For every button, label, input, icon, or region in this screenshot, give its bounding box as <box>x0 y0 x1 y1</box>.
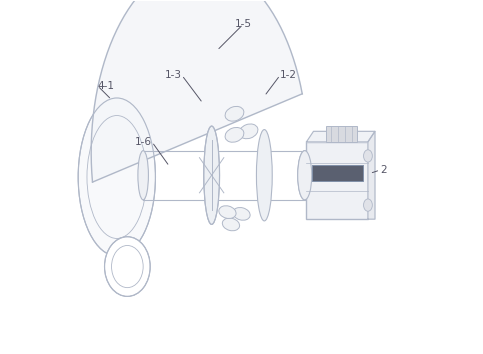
Ellipse shape <box>225 107 244 121</box>
Ellipse shape <box>225 127 244 142</box>
Bar <box>326 126 357 142</box>
Ellipse shape <box>298 151 312 200</box>
Text: 1-5: 1-5 <box>235 19 252 29</box>
Ellipse shape <box>298 151 312 200</box>
Ellipse shape <box>364 150 372 162</box>
Ellipse shape <box>233 207 250 220</box>
Ellipse shape <box>138 151 148 200</box>
Text: 1-6: 1-6 <box>135 137 152 147</box>
Ellipse shape <box>78 98 156 256</box>
Ellipse shape <box>256 130 272 221</box>
Text: 4-1: 4-1 <box>98 81 114 91</box>
Ellipse shape <box>364 199 372 211</box>
Text: 2: 2 <box>380 165 387 175</box>
Ellipse shape <box>222 218 240 231</box>
Polygon shape <box>368 131 375 219</box>
Ellipse shape <box>219 206 236 218</box>
Ellipse shape <box>204 126 220 224</box>
Bar <box>312 165 363 181</box>
Text: 1-3: 1-3 <box>165 70 182 80</box>
Polygon shape <box>91 0 302 182</box>
Text: 1-2: 1-2 <box>280 70 297 80</box>
Ellipse shape <box>239 124 258 139</box>
Polygon shape <box>307 131 375 142</box>
Ellipse shape <box>104 237 150 296</box>
FancyBboxPatch shape <box>307 142 368 219</box>
